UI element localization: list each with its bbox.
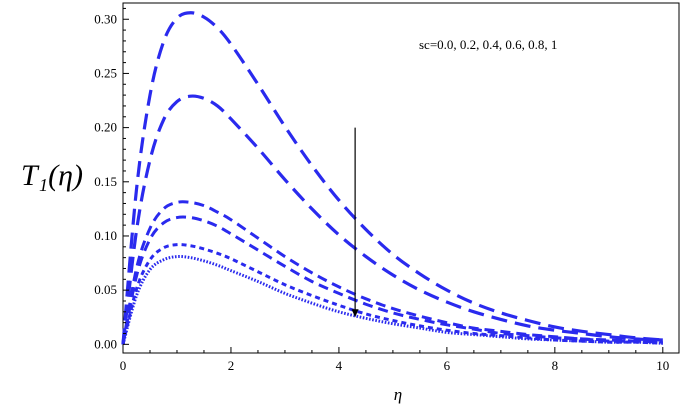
annotation-label: sc=0.0, 0.2, 0.4, 0.6, 0.8, 1 xyxy=(419,37,557,52)
ticks-layer: 0 2 4 6 8 10 0.00 0.05 0.10 0.15 0.20 0.25 0.30 xyxy=(94,7,669,373)
y-tick-label: 0.20 xyxy=(94,120,117,135)
series-line-4 xyxy=(121,215,663,345)
y-tick-label: 0.15 xyxy=(94,174,117,189)
y-tick-label: 0.25 xyxy=(94,65,117,80)
x-axis-label: η xyxy=(394,385,402,404)
annotation-layer: sc=0.0, 0.2, 0.4, 0.6, 0.8, 1 xyxy=(351,37,557,318)
y-tick-label: 0.00 xyxy=(94,336,117,351)
x-tick-label: 8 xyxy=(552,358,559,373)
y-axis-label: T₁(η) xyxy=(21,159,83,192)
series-line-1 xyxy=(121,11,663,345)
series-layer xyxy=(121,11,663,345)
x-tick-label: 2 xyxy=(228,358,235,373)
annotation-arrow-head xyxy=(351,309,359,318)
x-tick-label: 4 xyxy=(336,358,343,373)
y-tick-label: 0.10 xyxy=(94,228,117,243)
x-tick-label: 6 xyxy=(444,358,451,373)
series-line-5 xyxy=(121,243,663,345)
series-line-6 xyxy=(121,254,663,345)
y-tick-label: 0.30 xyxy=(94,11,117,26)
x-tick-label: 10 xyxy=(656,358,669,373)
y-tick-label: 0.05 xyxy=(94,282,117,297)
x-tick-label: 0 xyxy=(120,358,127,373)
plot-frame xyxy=(122,2,680,354)
series-line-2 xyxy=(121,94,663,345)
